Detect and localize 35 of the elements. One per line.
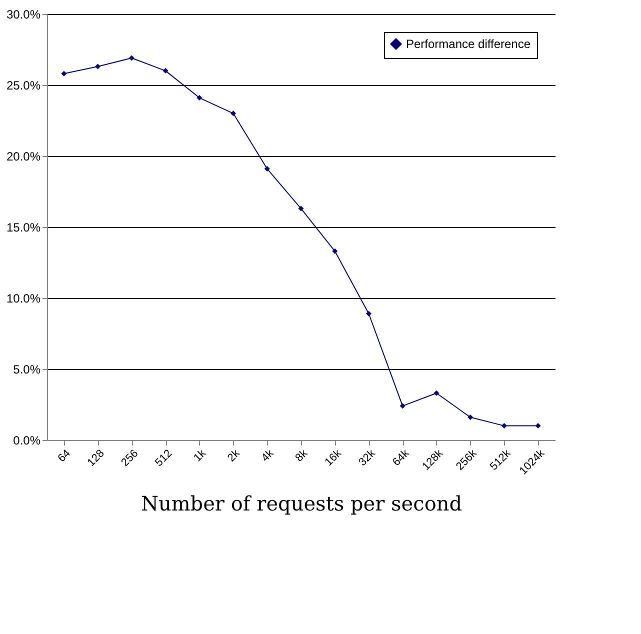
point	[196, 95, 202, 101]
point	[535, 423, 541, 429]
point	[434, 390, 440, 396]
point	[298, 206, 304, 212]
x-tick-label: 16k	[322, 447, 344, 469]
x-tick-label: 64	[56, 448, 73, 465]
x-tick-label: 256	[119, 448, 141, 469]
y-tick-label: 10.0%	[6, 292, 41, 306]
x-axis-title: Number of requests per second	[140, 491, 462, 516]
point	[128, 55, 134, 61]
x-tick-label: 128	[85, 448, 107, 469]
point	[230, 110, 236, 116]
y-tick-label: 5.0%	[13, 362, 41, 376]
point	[162, 68, 168, 74]
legend-label: Performance difference	[406, 37, 531, 51]
point	[501, 423, 507, 429]
point	[61, 70, 67, 76]
y-tick-label: 25.0%	[6, 78, 41, 92]
x-tick-label: 64k	[390, 447, 412, 469]
x-tick-label: 32k	[356, 447, 378, 469]
y-tick-label: 15.0%	[6, 220, 41, 234]
x-tick-label: 8k	[293, 447, 310, 464]
point	[400, 403, 406, 409]
x-tick-label: 1k	[192, 447, 209, 464]
point	[332, 248, 338, 254]
y-tick-label: 30.0%	[6, 8, 41, 22]
x-tick-label: 4k	[259, 447, 276, 464]
y-tick-label: 20.0%	[6, 150, 41, 164]
x-tick-label: 2k	[226, 447, 243, 464]
point	[264, 166, 270, 172]
x-tick-label: 512	[153, 448, 175, 469]
point	[468, 414, 474, 420]
y-tick-label: 0.0%	[13, 434, 41, 448]
point	[366, 310, 372, 316]
point	[95, 64, 101, 70]
